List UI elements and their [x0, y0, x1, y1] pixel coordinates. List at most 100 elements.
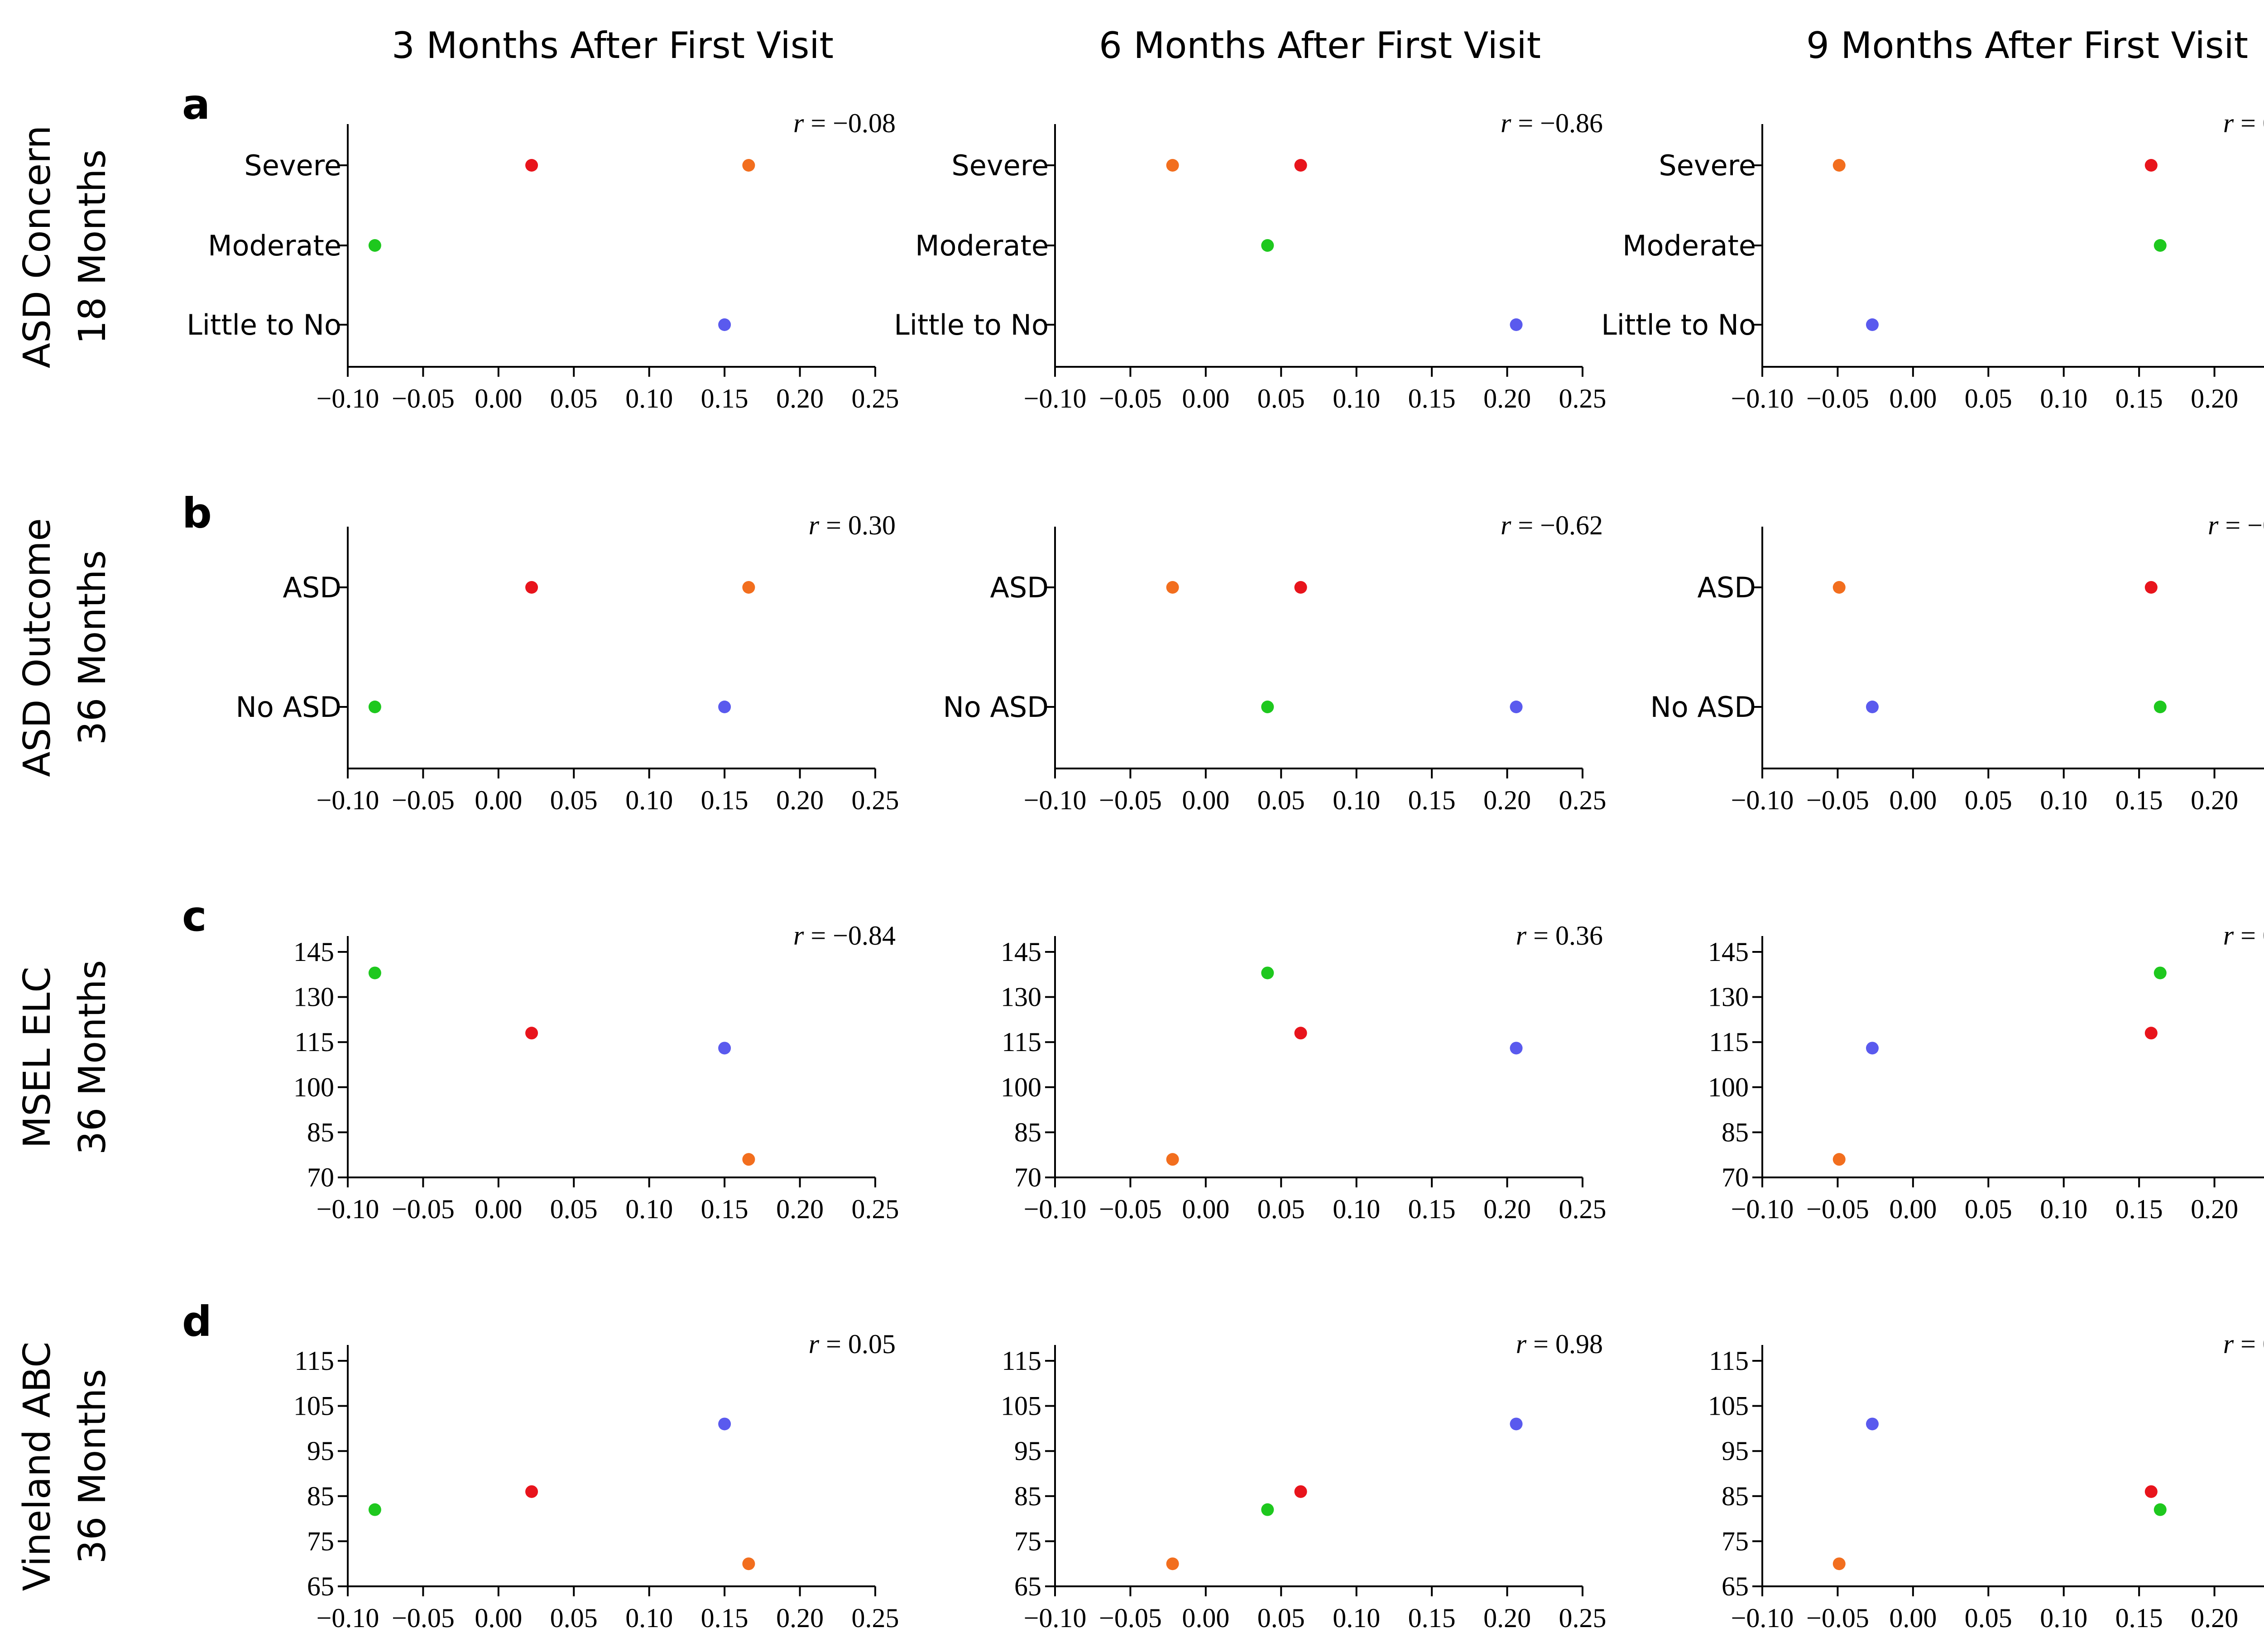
data-point-blue: [718, 701, 731, 713]
row-label-line2: 36 Months: [71, 1369, 114, 1564]
data-point-blue: [1866, 1042, 1879, 1055]
y-tick-label: 75: [1014, 1526, 1041, 1556]
data-point-red: [1294, 581, 1307, 594]
x-tick-label: 0.00: [1182, 785, 1229, 815]
data-point-orange: [1832, 1153, 1846, 1166]
data-point-red: [1294, 1485, 1307, 1498]
x-tick-label: 0.10: [2040, 1194, 2087, 1224]
panel-b-1: −0.10 −0.05 0.00 0.05 0.10 0.15 0.20 0.25 No ASD…: [235, 510, 899, 815]
x-tick-label: 0.05: [550, 785, 598, 815]
data-point-red: [525, 581, 538, 594]
x-tick-label: 0.00: [1889, 384, 1937, 413]
data-point-red: [525, 1027, 538, 1040]
data-point-red: [2144, 581, 2158, 594]
x-tick-label: −0.10: [1731, 785, 1794, 815]
x-tick-label: −0.10: [317, 1603, 379, 1633]
x-tick-label: 0.15: [1408, 1194, 1456, 1224]
x-tick-label: −0.10: [1024, 1194, 1087, 1224]
correlation-annotation: r = 0.01: [2223, 1329, 2264, 1359]
panel-letter: a: [182, 80, 210, 129]
x-tick-label: 0.25: [1559, 384, 1607, 413]
x-tick-label: 0.15: [1408, 1603, 1456, 1633]
row-label: Vineland ABC 36 Months: [16, 1342, 114, 1591]
panel-c-3: −0.10−0.050.000.050.100.150.200.25708510…: [1708, 921, 2264, 1224]
y-tick-label: 115: [294, 1346, 334, 1376]
y-tick-label: 100: [1001, 1072, 1041, 1102]
x-tick-label: 0.00: [475, 1603, 522, 1633]
y-tick-label: 85: [1014, 1481, 1041, 1511]
data-point-red: [525, 159, 538, 172]
column-header: 3 Months After First Visit: [392, 24, 834, 67]
y-tick-label: 115: [1709, 1346, 1749, 1376]
x-tick-label: 0.20: [776, 785, 824, 815]
x-tick-label: 0.15: [701, 1194, 748, 1224]
x-tick-label: 0.20: [1483, 785, 1531, 815]
x-tick-label: 0.10: [2040, 1603, 2087, 1633]
data-point-green: [1261, 1503, 1274, 1516]
x-tick-label: 0.05: [1257, 1194, 1305, 1224]
x-tick-label: 0.00: [1182, 1194, 1229, 1224]
x-tick-label: 0.20: [2191, 1194, 2238, 1224]
y-tick-label: 65: [1014, 1571, 1041, 1601]
x-tick-label: 0.15: [2115, 384, 2163, 413]
x-tick-label: 0.15: [1408, 785, 1456, 815]
y-tick-label: Severe: [244, 149, 341, 182]
data-point-orange: [1166, 581, 1179, 594]
x-tick-label: 0.15: [2115, 1194, 2163, 1224]
x-tick-label: 0.00: [1889, 785, 1937, 815]
y-tick-label: No ASD: [1650, 691, 1756, 724]
panel-letter: b: [182, 489, 212, 538]
x-tick-label: −0.10: [317, 384, 379, 413]
x-tick-label: 0.05: [1257, 384, 1305, 413]
x-tick-label: 0.20: [1483, 1603, 1531, 1633]
row-label: ASD Concern 18 Months: [16, 125, 114, 369]
y-tick-label: 85: [1722, 1117, 1749, 1147]
x-tick-label: 0.05: [550, 384, 598, 413]
y-tick-label: 115: [1709, 1027, 1749, 1057]
x-tick-label: 0.25: [1559, 1603, 1607, 1633]
data-point-blue: [1510, 1042, 1523, 1055]
x-tick-label: 0.10: [2040, 785, 2087, 815]
panel-letter: d: [182, 1297, 212, 1346]
x-tick-label: 0.20: [1483, 384, 1531, 413]
x-tick-label: 0.10: [1333, 785, 1380, 815]
y-tick-label: 115: [1002, 1027, 1041, 1057]
data-point-blue: [1866, 1417, 1879, 1431]
x-tick-label: 0.05: [550, 1603, 598, 1633]
row-labels: ASD Concern 18 Months a ASD Outcome 36 Month…: [16, 80, 212, 1591]
x-tick-label: −0.10: [1024, 785, 1087, 815]
x-tick-label: 0.10: [625, 1194, 673, 1224]
x-tick-label: 0.00: [1889, 1603, 1937, 1633]
y-tick-label: 85: [1014, 1117, 1041, 1147]
data-point-red: [2144, 159, 2158, 172]
data-point-orange: [1166, 159, 1179, 172]
y-tick-label: 95: [1722, 1436, 1749, 1466]
x-tick-label: 0.10: [1333, 1194, 1380, 1224]
x-tick-label: −0.05: [1806, 1194, 1869, 1224]
y-tick-label: Moderate: [1622, 229, 1756, 262]
correlation-annotation: r = −0.07: [2208, 510, 2264, 540]
y-tick-label: 100: [1708, 1072, 1749, 1102]
data-point-blue: [1510, 701, 1523, 713]
panels: −0.10 −0.05 0.00 0.05 0.10 0.15 0.20 0.25 Little…: [187, 108, 2264, 1633]
x-tick-label: 0.25: [852, 1194, 899, 1224]
x-tick-label: 0.05: [1965, 785, 2012, 815]
row-label: ASD Outcome 36 Months: [16, 518, 114, 777]
data-point-red: [525, 1485, 538, 1498]
x-tick-label: 0.20: [1483, 1194, 1531, 1224]
x-tick-label: 0.15: [2115, 785, 2163, 815]
data-point-green: [1261, 966, 1274, 980]
y-tick-label: 145: [1708, 937, 1749, 967]
x-tick-label: 0.00: [1182, 1603, 1229, 1633]
data-point-red: [1294, 159, 1307, 172]
x-tick-label: −0.10: [1024, 1603, 1087, 1633]
x-tick-label: −0.05: [1099, 1603, 1162, 1633]
x-tick-label: 0.05: [1965, 384, 2012, 413]
x-tick-label: −0.05: [392, 1603, 455, 1633]
data-point-orange: [742, 159, 755, 172]
x-tick-label: 0.25: [1559, 785, 1607, 815]
x-tick-label: 0.10: [1333, 1603, 1380, 1633]
y-tick-label: 130: [1708, 982, 1749, 1012]
data-point-green: [1261, 701, 1274, 713]
